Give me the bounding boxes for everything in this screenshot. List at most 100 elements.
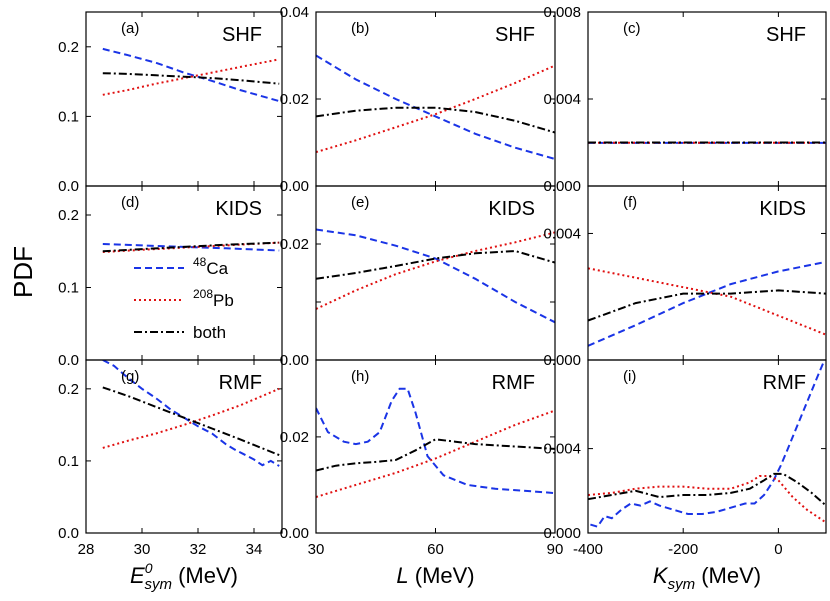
series-line-208Pb <box>588 267 826 336</box>
series-line-48Ca <box>590 361 825 528</box>
series-line-both <box>588 289 826 322</box>
y-tick-label: 0.00 <box>280 525 309 542</box>
panel-f: 0.000 0.004 (f) KIDS <box>543 185 827 369</box>
x-axis-title-sub: sym <box>144 576 172 593</box>
y-tick-label: 0.00 <box>280 178 309 195</box>
x-axis-title: E0 sym (MeV) <box>130 560 238 593</box>
panel-label: (f) <box>623 194 637 211</box>
y-tick-label: 0.008 <box>543 4 581 21</box>
legend-item-208Pb: 208Pb <box>134 287 234 310</box>
x-axis-title-sub: sym <box>668 576 696 593</box>
x-tick-label: 60 <box>427 541 444 558</box>
y-tick-label: 0.02 <box>280 91 309 108</box>
y-tick-label: 0.02 <box>280 429 309 446</box>
series-line-both <box>102 241 280 253</box>
panel-i: 0.000 0.004 -400 -200 0 (i) RMF <box>543 359 827 558</box>
series-line-both <box>316 438 555 472</box>
model-label: RMF <box>763 372 806 394</box>
y-tick-label: 0.004 <box>543 441 581 458</box>
panel-b: 0.00 0.02 0.04 (b) SHF <box>280 4 556 195</box>
series-line-208Pb <box>102 58 280 96</box>
x-tick-label: -200 <box>668 541 698 558</box>
panel-frame <box>587 359 827 534</box>
y-tick-label: 0.2 <box>58 39 79 56</box>
series-line-both <box>588 472 826 507</box>
x-axis-title: Ksym (MeV) <box>653 563 761 593</box>
series-line-208Pb <box>316 409 555 498</box>
x-tick-label: 34 <box>246 541 263 558</box>
panel-d: 0.0 0.1 0.2 (d) KIDS <box>58 185 283 369</box>
y-tick-label: 0.004 <box>543 91 581 108</box>
panel-label: (h) <box>351 368 369 385</box>
panel-frame <box>315 359 556 534</box>
x-axis-title-main: K <box>653 563 669 588</box>
series-line-48Ca <box>102 47 280 103</box>
series-line-48Ca <box>102 360 280 467</box>
model-label: KIDS <box>759 198 806 220</box>
panel-c: 0.000 0.004 0.008 (c) SHF <box>543 4 827 195</box>
series-line-both <box>316 106 555 134</box>
x-axis-title-unit: (MeV) <box>172 563 238 588</box>
panel-label: (c) <box>623 20 641 37</box>
x-tick-label: 30 <box>134 541 151 558</box>
legend-label: 48Ca <box>193 255 229 278</box>
x-tick-label: 32 <box>190 541 207 558</box>
x-tick-label: 30 <box>308 541 325 558</box>
panel-g: 0.0 0.1 0.2 28 30 32 34 (g) RMF <box>58 359 283 558</box>
y-tick-label: 0.04 <box>280 4 309 21</box>
legend-label: both <box>193 323 226 342</box>
y-tick-label: 0.00 <box>280 352 309 369</box>
panel-label: (a) <box>121 20 139 37</box>
panel-a: 0.0 0.1 0.2 (a) SHF <box>58 11 283 195</box>
model-label: KIDS <box>215 198 262 220</box>
y-tick-label: 0.1 <box>58 280 79 297</box>
model-label: SHF <box>222 24 262 46</box>
x-axis-title-unit: (MeV) <box>409 563 475 588</box>
model-label: RMF <box>492 372 535 394</box>
y-axis-title: PDF <box>8 246 38 298</box>
legend-item-both: both <box>134 323 226 342</box>
panel-h: 0.00 0.02 30 60 90 (h) RMF <box>280 359 564 558</box>
y-tick-label: 0.0 <box>58 178 79 195</box>
series-line-48Ca <box>316 387 555 495</box>
panel-e: 0.00 0.02 (e) KIDS <box>280 185 556 369</box>
series-line-208Pb <box>588 475 826 524</box>
x-axis-title-sup: 0 <box>145 560 153 576</box>
y-tick-label: 0.0 <box>58 352 79 369</box>
series-line-48Ca <box>316 54 555 160</box>
model-label: RMF <box>219 372 262 394</box>
series-line-48Ca <box>316 228 555 324</box>
x-axis-title-main: L <box>396 563 408 588</box>
series-line-208Pb <box>316 64 555 154</box>
y-tick-label: 0.000 <box>543 178 581 195</box>
series-line-both <box>316 249 555 280</box>
series-line-both <box>102 72 280 85</box>
y-tick-label: 0.000 <box>543 352 581 369</box>
model-label: SHF <box>495 24 535 46</box>
panel-label: (i) <box>623 368 636 385</box>
model-label: KIDS <box>488 198 535 220</box>
y-tick-label: 0.02 <box>280 236 309 253</box>
model-label: SHF <box>766 24 806 46</box>
x-tick-label: 0 <box>774 541 782 558</box>
y-tick-label: 0.2 <box>58 207 79 224</box>
y-tick-label: 0.0 <box>58 525 79 542</box>
x-axis-titles: E0 sym (MeV) L (MeV) Ksym (MeV) <box>130 560 761 593</box>
y-tick-label: 0.1 <box>58 108 79 125</box>
panel-label: (d) <box>121 194 139 211</box>
x-axis-title-unit: (MeV) <box>695 563 761 588</box>
x-tick-label: 28 <box>78 541 95 558</box>
y-tick-label: 0.004 <box>543 225 581 242</box>
y-tick-label: 0.1 <box>58 453 79 470</box>
y-tick-label: 0.2 <box>58 381 79 398</box>
x-axis-title-main: E <box>130 563 145 588</box>
panel-label: (b) <box>351 20 369 37</box>
panel-frame <box>85 359 283 534</box>
x-tick-label: -400 <box>573 541 603 558</box>
series-line-48Ca <box>588 260 826 347</box>
x-tick-label: 90 <box>547 541 564 558</box>
legend: 48Ca 208Pb both <box>134 255 234 342</box>
y-tick-label: 0.000 <box>543 525 581 542</box>
